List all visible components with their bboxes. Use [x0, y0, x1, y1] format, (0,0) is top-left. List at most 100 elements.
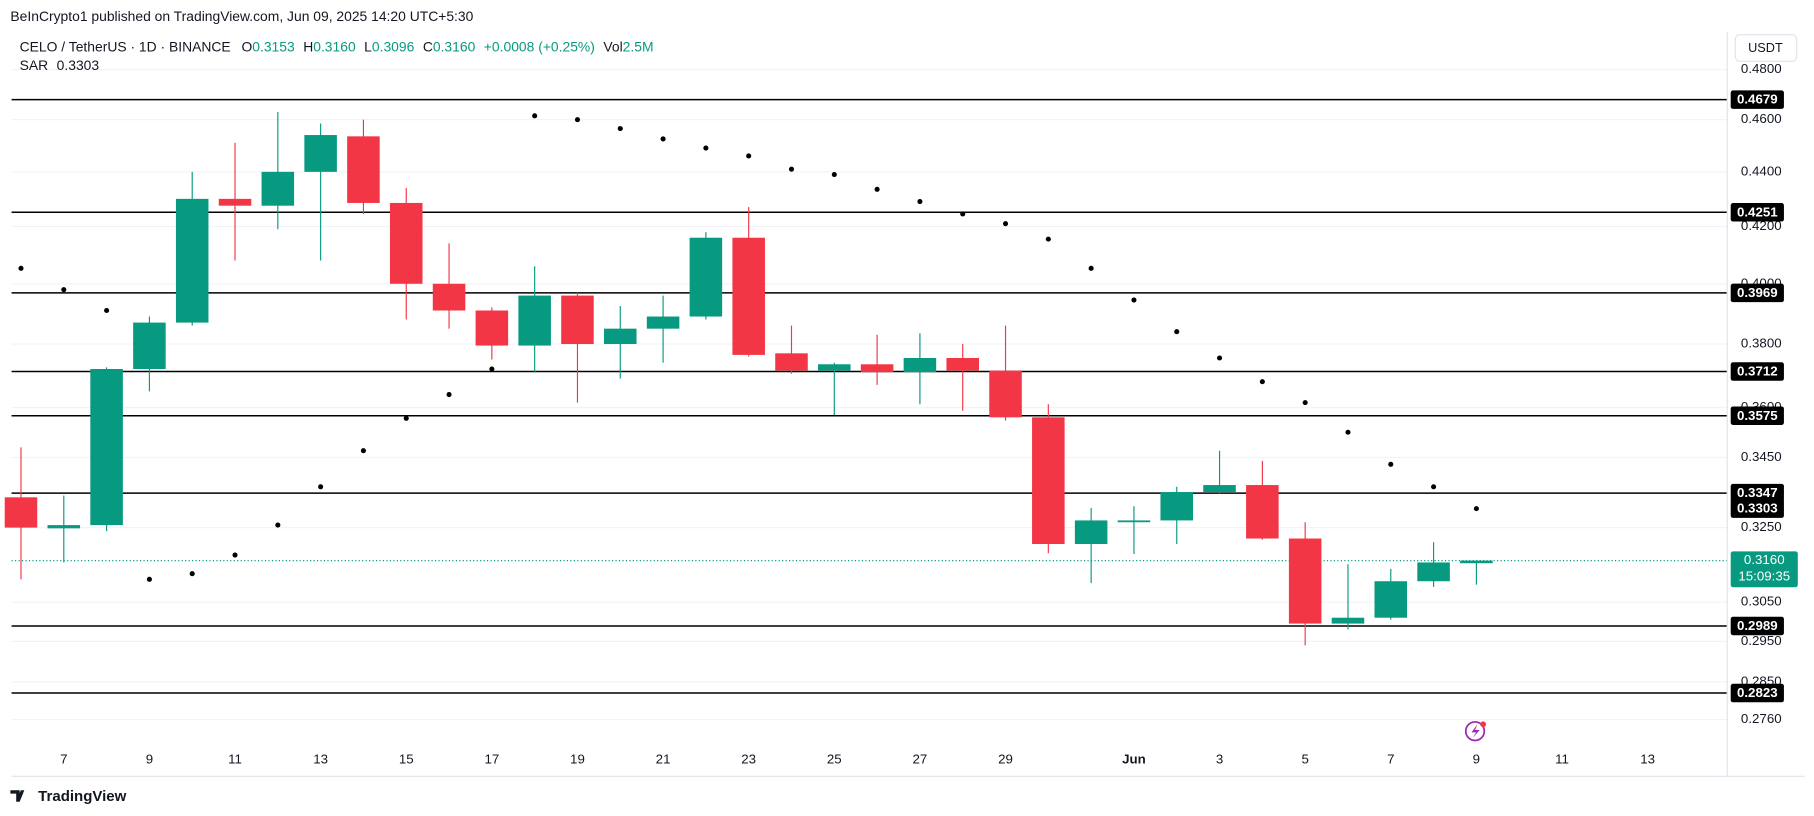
sar-value: 0.3303 [57, 57, 100, 73]
x-tick-label: 7 [1387, 752, 1394, 767]
y-tick-label: 0.3800 [1741, 336, 1782, 351]
level-label-box [1730, 362, 1784, 381]
sar-dot [1002, 221, 1009, 227]
sar-label-box [1730, 499, 1784, 518]
currency[interactable]: USDT [1748, 40, 1783, 55]
price-axis-bg [1727, 32, 1814, 777]
axes: 7 9 11 13 15 17 19 21 23 25 27 29 Jun 3 5 7 9 11 13 0.4800 0… [60, 61, 1782, 766]
last-price-box [1730, 551, 1798, 588]
alert-icon [1464, 721, 1487, 742]
brand-logo [10, 790, 25, 802]
candle-body [218, 198, 252, 206]
y-tick-label: 0.4400 [1741, 163, 1782, 178]
ohlc-key: L [364, 38, 372, 54]
x-tick-label: Jun [1122, 752, 1146, 767]
candle-body [818, 364, 851, 371]
levels [11, 98, 1728, 694]
sar-dot [917, 199, 923, 205]
y-tick-label: 0.2950 [1741, 633, 1782, 648]
x-tick-label: 27 [913, 752, 928, 767]
sar-legend: SAR 0.3303 [20, 57, 100, 73]
candle-body [475, 310, 509, 346]
sar-dot [232, 552, 238, 558]
y-tick-label: 0.4600 [1741, 111, 1782, 126]
candle-body [1246, 485, 1279, 539]
vol-key: Vol [603, 38, 622, 54]
level-label-box [1730, 203, 1784, 222]
candle-body [1032, 417, 1065, 545]
brand: TradingView [38, 788, 126, 805]
x-tick-label: 21 [656, 752, 671, 767]
sar-dot [1131, 297, 1137, 303]
y-tick-label: 0.3050 [1741, 594, 1782, 609]
ohlc-key: H [303, 38, 313, 54]
candle-body [1117, 520, 1151, 523]
level-label: 0.3575 [1737, 408, 1778, 423]
candle-body [1160, 492, 1194, 521]
candle-body [432, 283, 466, 311]
level-label-box [1730, 283, 1784, 303]
level-label: 0.4679 [1737, 92, 1778, 107]
candle-body [1203, 485, 1236, 493]
candle-body [304, 135, 337, 172]
grid [11, 69, 1728, 721]
sar-dot [874, 186, 880, 192]
level-label-box [1730, 406, 1784, 425]
level-label-box [1730, 683, 1784, 703]
y-tick-label: 0.4200 [1741, 218, 1782, 233]
candle-body [90, 369, 123, 526]
sar-dot [831, 171, 837, 178]
candle-body [1374, 581, 1408, 618]
symbol-legend: CELO / TetherUS · 1D · BINANCE O0.3153 H… [20, 38, 654, 54]
sar-dot [1259, 379, 1265, 385]
sar-dot [403, 415, 409, 421]
candle-body [518, 295, 551, 346]
candle-body [775, 353, 808, 371]
x-tick-label: 29 [998, 752, 1013, 767]
ohlc-value: 0.3160 [313, 38, 356, 54]
x-tick-label: 15 [399, 752, 414, 767]
sar-dot [1345, 429, 1351, 435]
level-label: 0.4251 [1737, 204, 1778, 219]
ohlc-value: 0.3160 [433, 38, 476, 54]
symbol: CELO / TetherUS · 1D · BINANCE [20, 38, 231, 54]
change: +0.0008 (+0.25%) [484, 38, 595, 54]
x-tick-label: 7 [60, 752, 67, 767]
sar-dot [104, 307, 110, 314]
price-labels: 0.4679 0.4251 0.3969 0.3712 0.3575 0.3347 0.29… [1730, 90, 1798, 703]
candle-body [903, 358, 937, 373]
sar-dot [574, 117, 581, 123]
sar-dot [61, 287, 67, 293]
candle-body [133, 322, 166, 370]
sar-dot [532, 113, 538, 119]
published-note: BeInCrypto1 published on TradingView.com… [10, 8, 473, 24]
candle-body [1331, 617, 1365, 624]
level-label: 0.2989 [1737, 618, 1778, 633]
x-tick-label: 13 [313, 752, 328, 767]
x-tick-label: 3 [1216, 752, 1223, 767]
x-tick-label: 11 [228, 752, 242, 767]
level-label: 0.3347 [1737, 485, 1778, 500]
sar-dot [617, 126, 623, 132]
level-label-box [1730, 483, 1784, 503]
y-tick-label: 0.2760 [1741, 711, 1782, 726]
sar-dot [746, 153, 752, 159]
sar-dot [489, 366, 495, 372]
x-tick-label: 23 [741, 752, 756, 767]
ohlc-value: 0.3096 [372, 38, 415, 54]
sar-dot [1217, 355, 1223, 361]
sar-dot [189, 571, 195, 577]
ohlc-key: C [423, 38, 433, 54]
sar-dot [360, 448, 366, 454]
candle-body [561, 295, 594, 345]
level-label-box [1730, 616, 1784, 636]
x-tick-label: 9 [146, 752, 153, 767]
level-label: 0.2823 [1737, 685, 1778, 700]
marks [4, 112, 1493, 646]
candle-body [604, 328, 637, 345]
y-tick-label: 0.3450 [1741, 449, 1782, 464]
currency-button[interactable] [1734, 34, 1798, 62]
sar-dot [660, 136, 666, 142]
countdown: 15:09:35 [1738, 568, 1790, 583]
